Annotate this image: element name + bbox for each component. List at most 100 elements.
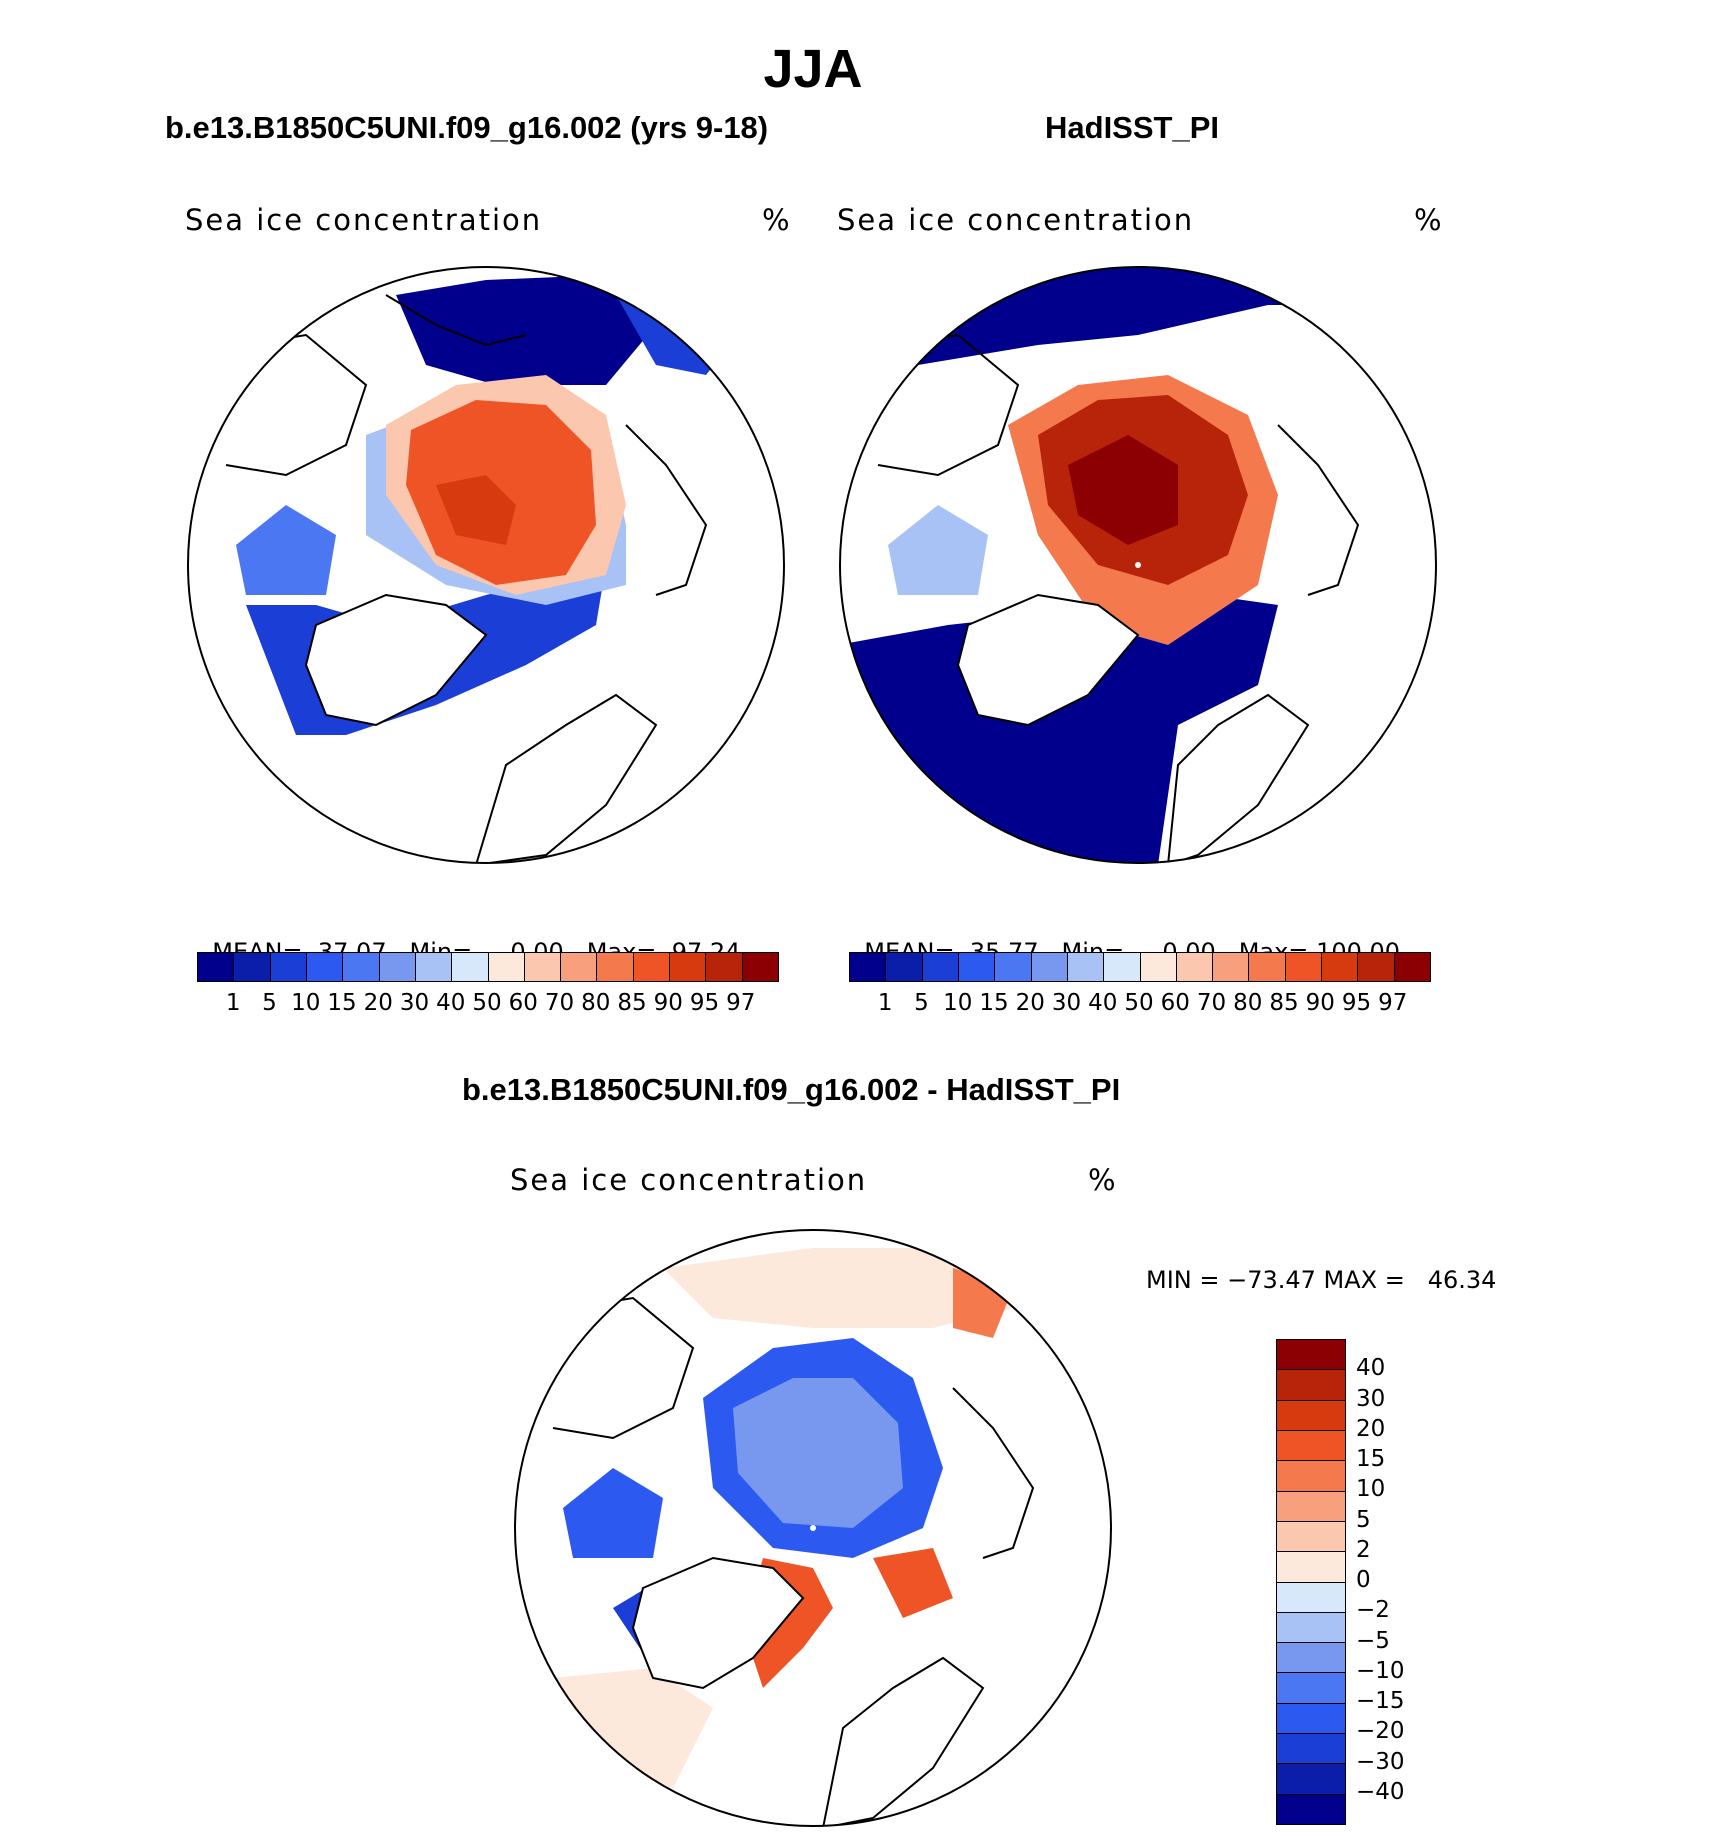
colorbar-swatch [1277,1551,1345,1582]
obs-colorbar: 1 5 10 15 20 30 40 50 60 70 80 85 90 95 97 [849,952,1431,1022]
colorbar-swatch [1277,1581,1345,1612]
obs-units-label: % [1414,203,1444,237]
colorbar-tick-label: −30 [1356,1748,1405,1775]
colorbar-swatch [741,953,778,981]
obs-hudson-bay [888,505,988,595]
colorbar-swatch [1277,1672,1345,1703]
obs-thick-ice [1068,435,1178,545]
model-pacific-open-water [396,275,656,385]
colorbar-swatch [233,953,270,981]
colorbar-tick-label: 90 [1305,990,1335,1016]
colorbar-swatch [1277,1642,1345,1673]
model-alaska-coast [385,294,527,347]
diff-greenland [631,1556,805,1690]
colorbar-tick-label: 85 [1269,990,1299,1016]
colorbar-tick-label: 1 [225,990,241,1016]
colorbar-tick-label: 5 [262,990,277,1016]
model-thick-ice [436,475,516,545]
diff-polar-map [514,1229,1112,1827]
colorbar-swatch [1393,953,1430,981]
colorbar-tick-label: 97 [726,990,756,1016]
diff-colorbar: 40 30 20 15 10 5 2 0 −2 −5 −10 −15 −20 −30 −40 [1276,1339,1436,1825]
colorbar-swatch [885,953,922,981]
obs-pole-hole [1135,562,1141,568]
colorbar-swatch [1103,953,1140,981]
colorbar-swatch [1284,953,1322,981]
colorbar-tick-label: 90 [653,990,683,1016]
colorbar-tick-label: 10 [943,990,973,1016]
colorbar-swatch [1277,1369,1345,1400]
model-units-label: % [762,203,792,237]
diff-pole-hole [810,1525,816,1531]
colorbar-swatch [632,953,670,981]
obs-panel-title: HadISST_PI [1045,110,1219,145]
colorbar-tick-label: 60 [508,990,538,1016]
model-variable-label: Sea ice concentration [185,203,543,237]
colorbar-tick-label: 20 [1356,1415,1386,1442]
colorbar-tick-label: 15 [1356,1446,1386,1472]
colorbar-tick-label: 95 [689,990,720,1016]
colorbar-tick-label: 10 [1356,1476,1386,1503]
colorbar-tick-label: −20 [1356,1718,1405,1745]
diff-panel-title: b.e13.B1850C5UNI.f09_g16.002 - HadISST_P… [462,1072,1121,1107]
colorbar-swatch [705,953,742,981]
model-panel-title: b.e13.B1850C5UNI.f09_g16.002 (yrs 9-18) [165,110,769,145]
colorbar-swatch [1277,1793,1345,1824]
colorbar-tick-label: 80 [581,990,611,1016]
diff-pacific-small-positive [663,1248,1013,1328]
colorbar-tick-label: 2 [1356,1536,1371,1563]
diff-barents-positive [873,1548,953,1618]
colorbar-tick-label: −10 [1356,1657,1405,1684]
diff-colorbar-swatches [1276,1339,1346,1825]
colorbar-swatch [596,953,633,981]
colorbar-tick-label: 15 [327,990,357,1016]
colorbar-swatch [269,953,306,981]
colorbar-swatch [451,953,488,981]
colorbar-tick-label: 70 [1196,990,1227,1016]
diff-siberia-coast [952,1387,1035,1559]
colorbar-tick-label: 20 [1015,990,1045,1016]
model-hudson-bay [236,505,336,595]
colorbar-swatch [414,953,452,981]
diff-hudson-negative [563,1468,663,1558]
colorbar-tick-label: 20 [363,990,393,1016]
colorbar-tick-label: 30 [399,990,430,1016]
diff-stats: MIN = −73.47 MAX = 46.34 [1146,1266,1497,1294]
obs-variable-label: Sea ice concentration [837,203,1195,237]
colorbar-swatch [1277,1490,1345,1521]
model-siberia-coast [625,424,708,596]
colorbar-swatch [1321,953,1358,981]
colorbar-swatch [1277,1340,1345,1370]
colorbar-tick-label: 95 [1341,990,1372,1016]
colorbar-tick-label: −40 [1356,1778,1405,1805]
colorbar-swatch [1212,953,1249,981]
colorbar-tick-label: 85 [617,990,647,1016]
colorbar-tick-label: 50 [472,990,502,1016]
colorbar-tick-label: 97 [1378,990,1408,1016]
colorbar-swatch [198,953,234,981]
colorbar-swatch [305,953,343,981]
model-colorbar-swatches [197,952,779,982]
diff-central-arctic-light [733,1378,903,1528]
model-colorbar: 1 5 10 15 20 30 40 50 60 70 80 85 90 95 97 [197,952,779,1022]
colorbar-swatch [1277,1611,1345,1643]
colorbar-tick-label: 30 [1051,990,1082,1016]
colorbar-tick-label: −5 [1356,1627,1390,1654]
colorbar-swatch [850,953,886,981]
model-colorbar-ticks: 1 5 10 15 20 30 40 50 60 70 80 85 90 95 97 [197,990,777,1018]
obs-greenland [956,593,1140,727]
colorbar-swatch [560,953,597,981]
colorbar-swatch [1277,1763,1345,1794]
colorbar-tick-label: 10 [291,990,321,1016]
colorbar-tick-label: 0 [1356,1567,1371,1593]
colorbar-tick-label: 70 [544,990,575,1016]
model-eurasia-land [474,693,658,863]
colorbar-tick-label: 30 [1356,1385,1386,1412]
obs-siberia-coast [1277,424,1360,596]
obs-colorbar-ticks: 1 5 10 15 20 30 40 50 60 70 80 85 90 95 97 [849,990,1429,1018]
obs-eurasia-land [1166,693,1310,863]
colorbar-tick-label: 5 [914,990,929,1016]
colorbar-swatch [994,953,1031,981]
colorbar-swatch [1248,953,1285,981]
colorbar-swatch [1030,953,1067,981]
